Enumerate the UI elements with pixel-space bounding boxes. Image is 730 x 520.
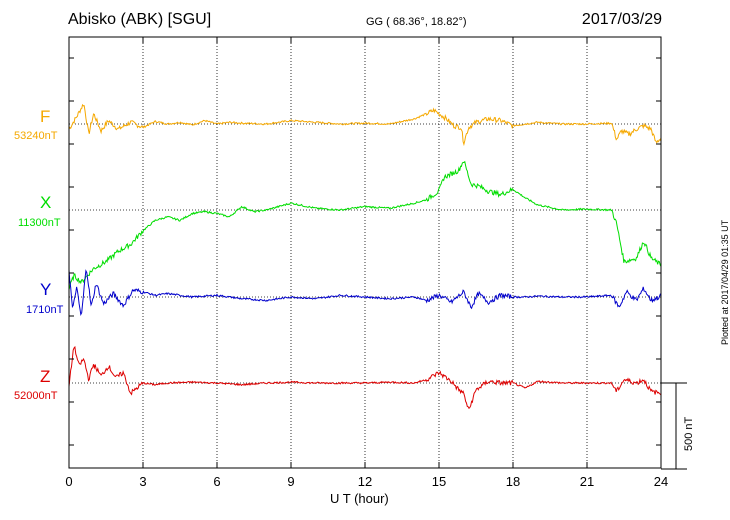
component-baseline-z: 52000nT [14,390,58,402]
component-baseline-x: 11300nT [18,217,61,229]
series-line-x [68,160,662,290]
x-tick-label: 9 [287,474,294,489]
component-baseline-f: 53240nT [14,130,58,142]
x-tick-label: 12 [358,474,372,489]
component-label-x: X [40,193,52,212]
series-line-y [68,269,662,316]
station-coordinates: GG ( 68.36°, 18.82°) [366,16,467,28]
x-tick-label: 6 [213,474,220,489]
x-tick-label: 0 [65,474,72,489]
x-tick-label: 3 [139,474,146,489]
chart-date: 2017/03/29 [581,11,662,28]
series-line-z [68,345,662,410]
x-axis-label: U T (hour) [330,491,389,506]
station-title: Abisko (ABK) [SGU] [68,11,212,28]
x-tick-label: 24 [654,474,668,489]
x-tick-label: 15 [432,474,446,489]
scale-bar-label: 500 nT [683,416,695,451]
traces [68,103,662,410]
plotted-timestamp: Plotted at 2017/04/29 01:35 UT [720,219,730,345]
component-label-y: Y [40,280,52,299]
component-label-f: F [40,107,51,126]
series-line-f [68,103,662,147]
grid [69,37,661,468]
component-label-z: Z [40,367,51,386]
x-tick-label: 18 [506,474,520,489]
component-baseline-y: 1710nT [26,304,64,316]
x-tick-label: 21 [580,474,594,489]
scale-bar: 500 nT [661,382,695,470]
axes: 0 3 6 9 12 15 18 21 24 [65,36,668,489]
